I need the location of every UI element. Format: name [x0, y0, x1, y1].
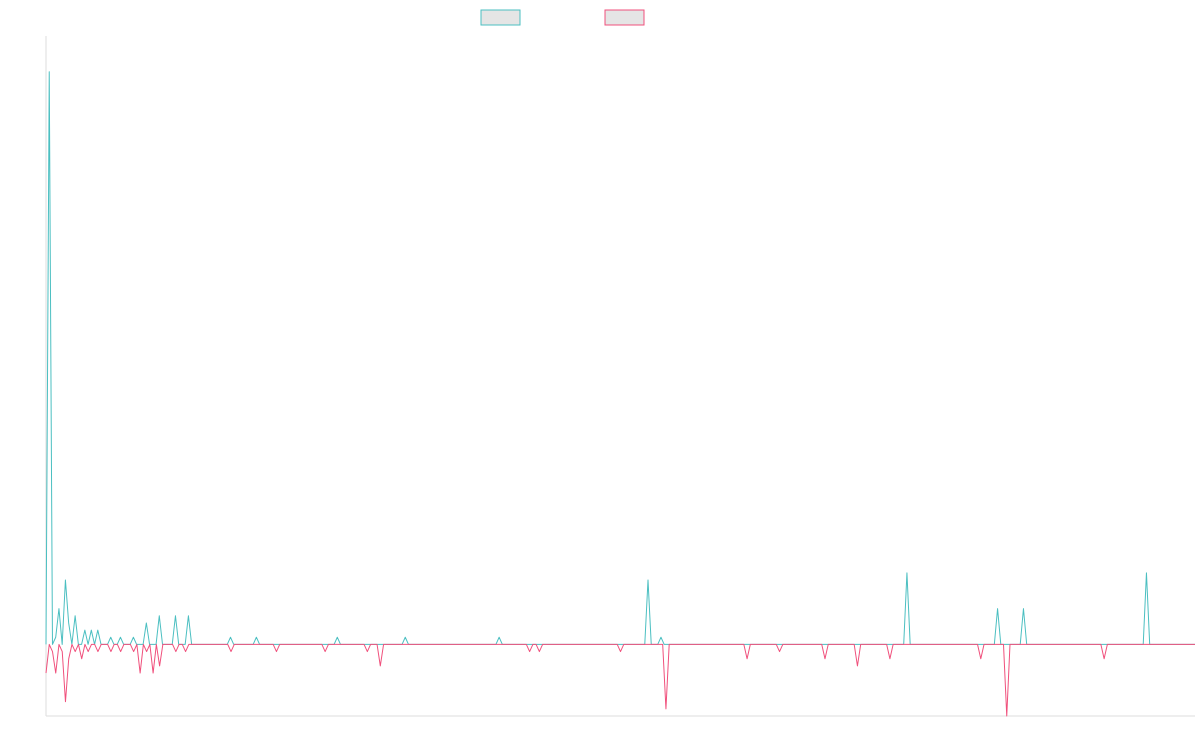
legend-swatch-series-1[interactable] [480, 9, 521, 26]
series-line-2 [45, 643, 1195, 717]
series-layer [45, 71, 1195, 717]
legend-swatch-series-2[interactable] [604, 9, 645, 26]
series-line-1 [45, 71, 1195, 645]
